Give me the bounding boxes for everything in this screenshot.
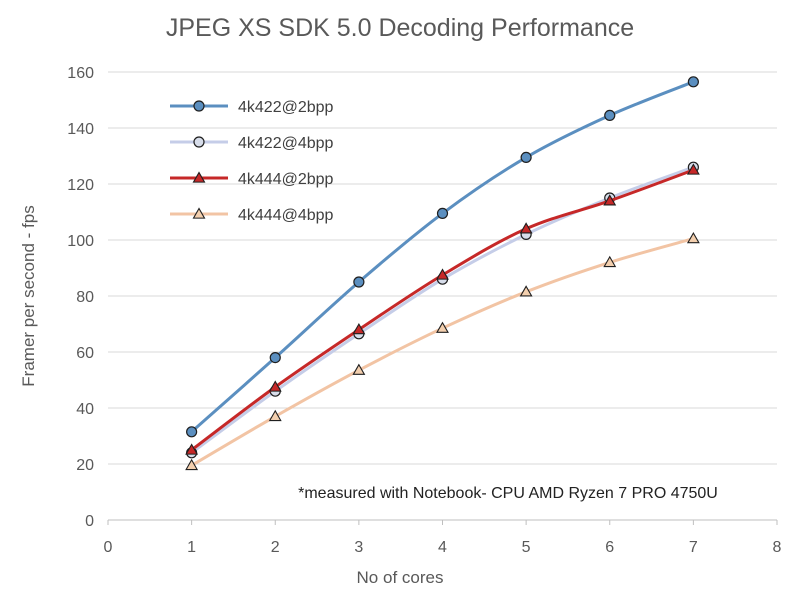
legend-item: 4k444@4bpp: [170, 207, 334, 224]
y-tick-label: 140: [67, 121, 94, 138]
legend-marker: [192, 171, 206, 183]
x-tick-label: 8: [773, 539, 782, 556]
legend-item: 4k422@2bpp: [170, 99, 334, 116]
legend-item: 4k422@4bpp: [170, 135, 334, 152]
x-tick-label: 7: [689, 539, 698, 556]
series-4k422@2bpp: [186, 76, 699, 438]
legend-item: 4k444@2bpp: [170, 171, 334, 188]
chart-title: JPEG XS SDK 5.0 Decoding Performance: [166, 14, 634, 42]
data-point: [269, 352, 281, 364]
x-axis-label: No of cores: [357, 568, 444, 587]
data-point: [686, 163, 700, 175]
y-tick-label: 60: [76, 345, 94, 362]
legend-label: 4k422@2bpp: [238, 99, 334, 116]
data-point: [604, 109, 616, 122]
y-tick-label: 120: [67, 177, 94, 194]
y-tick-label: 100: [67, 233, 94, 250]
legend-label: 4k444@4bpp: [238, 207, 334, 224]
y-axis-label: Framer per second - fps: [19, 205, 38, 386]
data-point: [519, 222, 533, 234]
x-tick-label: 0: [104, 539, 113, 556]
legend-marker: [193, 136, 205, 148]
y-tick-label: 80: [76, 289, 94, 306]
legend-label: 4k422@4bpp: [238, 135, 334, 152]
data-point: [603, 194, 617, 206]
data-point: [185, 443, 199, 455]
data-point: [686, 231, 700, 244]
x-tick-label: 2: [271, 539, 280, 556]
grid: [108, 71, 777, 521]
x-tick-label: 4: [438, 539, 447, 556]
x-tick-label: 1: [187, 539, 196, 556]
x-tick-label: 6: [605, 539, 614, 556]
data-point: [352, 363, 366, 375]
data-point: [436, 268, 449, 280]
series-lines: [185, 76, 700, 471]
data-point: [353, 276, 365, 288]
chart-annotation: *measured with Notebook- CPU AMD Ryzen 7…: [298, 485, 718, 502]
data-point: [268, 409, 282, 422]
series-4k444@2bpp: [185, 163, 700, 455]
data-point: [687, 76, 699, 88]
legend: 4k422@2bpp 4k422@4bpp 4k444@2bpp 4k444@4bpp: [170, 99, 334, 224]
x-tick-label: 5: [522, 539, 531, 556]
y-tick-label: 0: [85, 513, 94, 530]
data-point: [352, 322, 366, 335]
data-point: [603, 255, 617, 268]
data-point: [436, 321, 449, 333]
data-point: [268, 380, 282, 392]
legend-marker: [192, 207, 206, 219]
y-tick-label: 40: [76, 401, 94, 418]
data-point: [186, 426, 198, 438]
data-point: [436, 207, 449, 219]
y-tick-label: 20: [76, 457, 94, 474]
axes: 0 20 40 60 80 100 120 140 160 0 1 2 3 4 5 6 7 8: [67, 65, 781, 556]
data-point: [185, 458, 199, 471]
data-point: [520, 151, 532, 163]
x-tick-label: 3: [354, 539, 363, 556]
series-4k444@4bpp: [185, 231, 700, 471]
legend-label: 4k444@2bpp: [238, 171, 334, 188]
data-point: [519, 285, 533, 297]
legend-marker: [193, 100, 205, 112]
y-tick-label: 160: [67, 65, 94, 82]
